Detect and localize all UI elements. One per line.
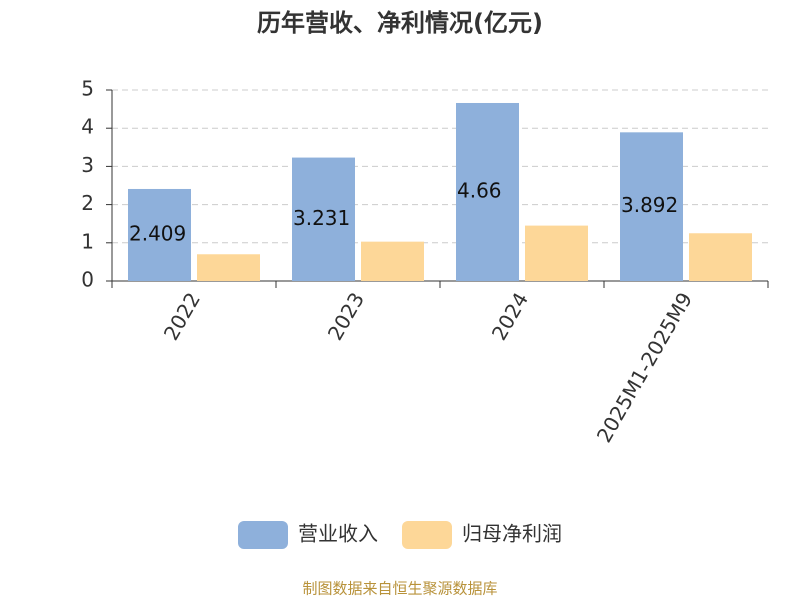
data-label: 3.892: [621, 193, 678, 217]
legend-swatch: [402, 521, 452, 549]
x-tick-label: 2025M1-2025M9: [592, 288, 697, 446]
y-tick-label: 4: [81, 115, 94, 139]
x-tick-label: 2023: [323, 288, 369, 344]
legend-item: 归母净利润: [402, 521, 562, 549]
bar: [292, 157, 355, 281]
legend-label: 归母净利润: [462, 522, 562, 546]
x-tick-label: 2024: [487, 288, 533, 344]
bar: [456, 102, 519, 281]
y-tick-label: 0: [81, 268, 94, 292]
legend-item: 营业收入: [238, 521, 378, 549]
bar: [620, 132, 683, 281]
legend-label: 营业收入: [298, 522, 378, 546]
data-label: 3.231: [293, 206, 350, 230]
y-tick-label: 2: [81, 191, 94, 215]
bar: [525, 225, 588, 281]
y-tick-label: 5: [81, 77, 94, 101]
y-tick-label: 3: [81, 153, 94, 177]
x-tick-label: 2022: [159, 288, 205, 344]
y-tick-label: 1: [81, 229, 94, 253]
chart-title: 历年营收、净利情况(亿元): [257, 9, 543, 37]
legend-swatch: [238, 521, 288, 549]
bar: [197, 254, 260, 281]
bar: [689, 233, 752, 281]
data-label: 4.66: [457, 178, 502, 202]
data-label: 2.409: [129, 221, 186, 245]
bar: [128, 188, 191, 281]
source-note: 制图数据来自恒生聚源数据库: [302, 580, 497, 598]
bar: [361, 241, 424, 281]
